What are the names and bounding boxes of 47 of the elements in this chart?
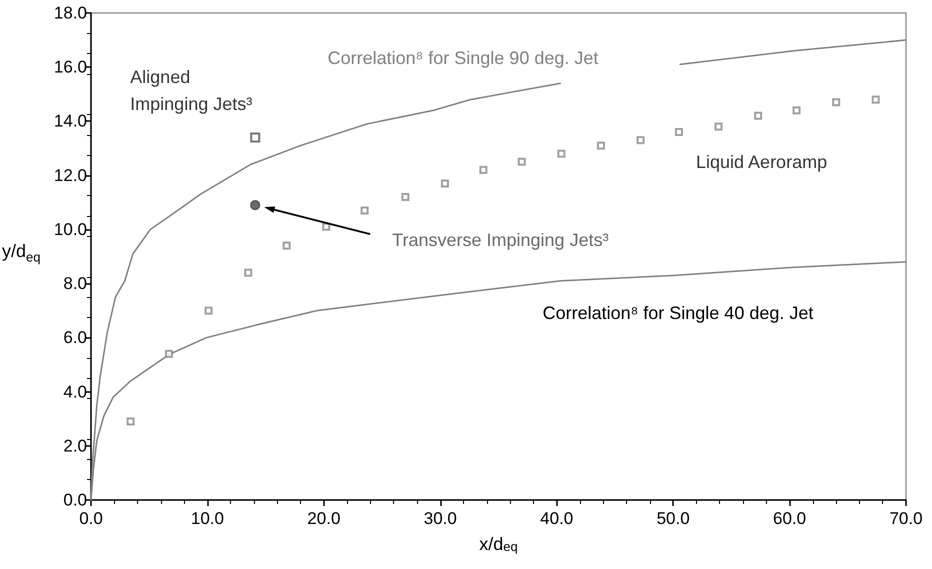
text: Transverse Impinging Jets³ (392, 230, 609, 250)
point (244, 268, 252, 277)
point (165, 350, 174, 358)
y-tick-label: 10.0 (54, 220, 87, 239)
point (674, 128, 683, 136)
x-tick-label: 0.0 (79, 509, 103, 528)
point (250, 132, 260, 142)
point (322, 222, 330, 231)
x-tick-label: 70.0 (889, 509, 923, 528)
point (204, 306, 213, 315)
x-axis-title: x/deq (479, 534, 518, 554)
x-tick-label: 50.0 (656, 509, 690, 528)
series-label: Liquid Aeroramp (696, 152, 828, 172)
series-label: Correlation⁸ for Single 40 deg. Jet (542, 303, 814, 323)
point (596, 142, 605, 150)
point (872, 96, 880, 104)
point (518, 158, 526, 166)
point (126, 418, 135, 426)
y-tick-label: 16.0 (54, 58, 87, 77)
y-tick-label: 12.0 (54, 166, 87, 185)
y-tick-label: 14.0 (54, 112, 87, 131)
point (557, 150, 566, 158)
point (754, 112, 762, 120)
point (479, 166, 488, 174)
x-tick-label: 30.0 (424, 509, 457, 528)
y-axis-title: y/d$_{eq}$ (2, 240, 40, 267)
x-tick-label: 60.0 (773, 509, 806, 528)
point (401, 192, 410, 201)
x-tick-label: 20.0 (307, 509, 340, 528)
series-label: Aligned Impinging Jets³ (130, 66, 252, 114)
point (282, 242, 291, 250)
point (250, 200, 260, 210)
point (714, 122, 723, 131)
y-tick-label: 0.0 (63, 490, 87, 510)
x-tick-label: 10.0 (190, 509, 224, 528)
y-tick-label: 4.0 (63, 382, 87, 402)
point (440, 179, 449, 188)
y-tick-label: 18.0 (54, 4, 87, 22)
point (636, 136, 645, 144)
point (832, 98, 840, 106)
text: Correlation⁸ for Single 90 deg. Jet (328, 48, 598, 68)
x-tick-label: 40.0 (540, 509, 574, 528)
point (360, 206, 369, 215)
y-tick-label: 8.0 (63, 274, 87, 294)
y-tick-label: 6.0 (63, 328, 87, 348)
y-tick-label: 2.0 (63, 436, 87, 456)
point (792, 106, 801, 114)
